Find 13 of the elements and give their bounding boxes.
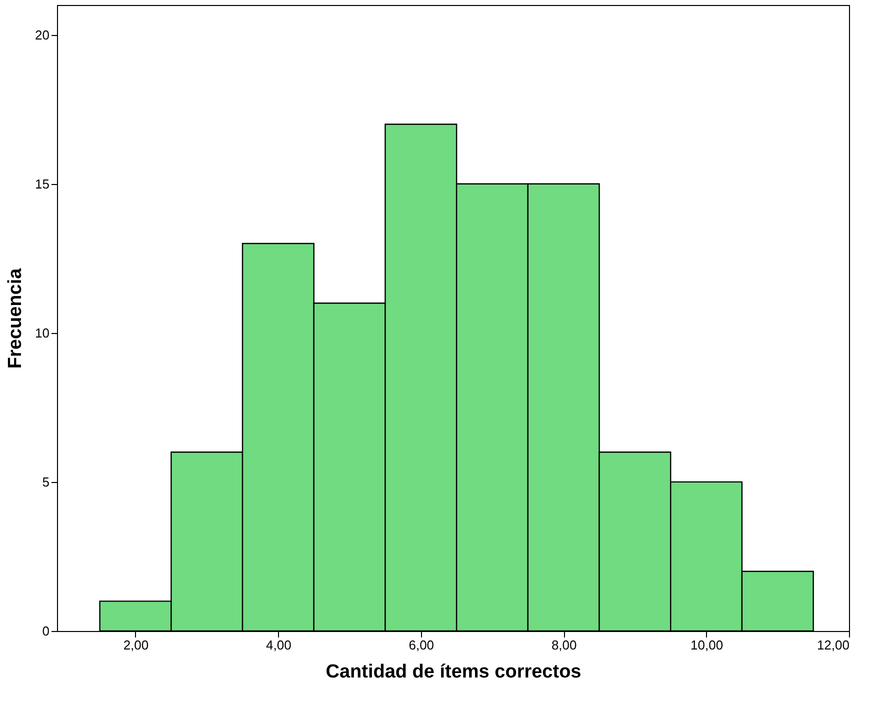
x-tick-label: 4,00 (266, 638, 292, 652)
y-tick-label: 20 (35, 27, 50, 42)
x-tick-label: 8,00 (551, 638, 577, 652)
y-axis-title: Frecuencia (5, 268, 26, 369)
y-tick-label: 10 (35, 325, 50, 340)
x-tick-label: 12,00 (816, 638, 850, 652)
x-tick-label: 2,00 (123, 638, 149, 652)
x-tick-label: 6,00 (408, 638, 434, 652)
y-tick-label: 0 (42, 624, 50, 638)
y-tick-label: 5 (42, 474, 50, 490)
y-tick-label: 15 (35, 176, 50, 192)
x-tick-label: 10,00 (690, 638, 724, 652)
x-axis-title: Cantidad de ítems correctos (326, 662, 582, 682)
